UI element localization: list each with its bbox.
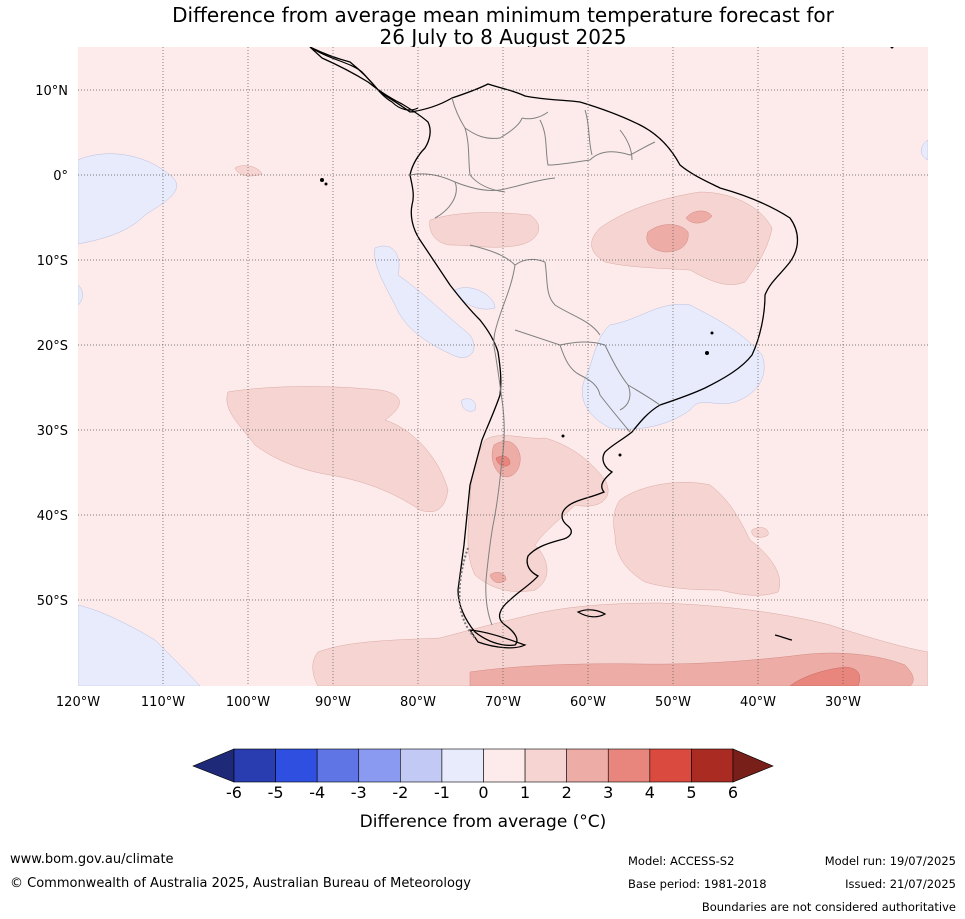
title-line-2: 26 July to 8 August 2025: [379, 25, 627, 49]
colorbar-tick-label: 5: [686, 783, 696, 802]
lon-label: 110°W: [141, 695, 185, 710]
footer-url[interactable]: www.bom.gov.au/climate: [10, 852, 174, 867]
footer-disclaimer: Boundaries are not considered authoritat…: [701, 900, 956, 914]
colorbar-extend-high: [732, 748, 774, 783]
anomaly-area-neg-east-edge: [921, 139, 928, 161]
tierra-del-fuego: [468, 629, 527, 649]
lat-label: 50°S: [37, 594, 68, 609]
anomaly-area-neg-se-pacific: [78, 604, 201, 686]
title-line-1: Difference from average mean minimum tem…: [172, 3, 834, 27]
anomaly-area-neg-peru-coast: [374, 245, 475, 358]
footer-model: Model: ACCESS-S2: [628, 854, 735, 868]
footer-model-run: Model run: 19/07/2025: [824, 854, 956, 868]
lon-label: 80°W: [400, 695, 436, 710]
colorbar-title: Difference from average (°C): [360, 812, 607, 832]
anomaly-area-1-2-pacific-central: [226, 386, 449, 513]
colorbar-tick-label: 3: [603, 783, 613, 802]
colorbar-cell: [358, 748, 401, 783]
anomaly-area-2-3-south: [469, 652, 914, 686]
lon-label: 30°W: [825, 695, 861, 710]
graticule: [78, 47, 928, 686]
colorbar-tick-label: 6: [728, 783, 738, 802]
anomaly-area-2-3-ne-brazil: [646, 224, 689, 253]
lat-label: 30°S: [37, 424, 68, 439]
anomaly-contours: [78, 47, 928, 686]
anomaly-area-neg-pacific-small: [461, 398, 476, 412]
lon-label: 90°W: [315, 695, 351, 710]
anomaly-area-1-2-south-atlantic: [613, 482, 780, 596]
anomaly-area-neg-brazil: [582, 303, 765, 430]
colorbar-tick-label: 0: [478, 783, 488, 802]
lon-label: 60°W: [570, 695, 606, 710]
anomaly-area-neg-eq-pacific: [78, 153, 177, 245]
colorbar-tick-label: -3: [351, 783, 367, 802]
colorbar-tick-label: -1: [434, 783, 450, 802]
footer-copyright: © Commonwealth of Australia 2025, Austra…: [10, 876, 471, 891]
south-america-coastline: [309, 47, 799, 646]
anomaly-area-1-2-small-pacific: [234, 165, 263, 177]
colorbar-cell: [275, 748, 318, 783]
colorbar-cell: [566, 748, 609, 783]
colorbar-tick-label: -4: [309, 783, 325, 802]
lon-label: 100°W: [226, 695, 270, 710]
colorbar-cell: [233, 748, 276, 783]
footer-base-period: Base period: 1981-2018: [628, 877, 767, 891]
country-boundaries: [409, 97, 661, 626]
colorbar-cells: [233, 748, 734, 783]
colorbar-cell: [316, 748, 360, 783]
lon-label: 70°W: [485, 695, 521, 710]
colorbar-tick-label: -2: [392, 783, 408, 802]
lat-label: 20°S: [37, 339, 68, 354]
colorbar-cell: [483, 748, 526, 783]
lon-label: 50°W: [655, 695, 691, 710]
colorbar-tick-label: 1: [520, 783, 530, 802]
colorbar-cell: [441, 748, 484, 783]
anomaly-area-2-3-patagonia: [489, 572, 507, 583]
colorbar-cell: [691, 748, 734, 783]
lat-label: 0°: [53, 169, 68, 184]
anomaly-area-2-3-ne-brazil-small: [685, 210, 713, 224]
colorbar-cell: [400, 748, 443, 783]
colorbar: -6 -5 -4 -3 -2 -1 0 1 2 3 4 5 6 Difference from aver…: [192, 748, 774, 832]
colorbar-cell: [524, 748, 567, 783]
lat-label: 40°S: [37, 509, 68, 524]
south-georgia: [774, 634, 793, 641]
colorbar-ticks: -6 -5 -4 -3 -2 -1 0 1 2 3 4 5 6: [226, 783, 738, 802]
falkland-islands: [576, 609, 607, 618]
colorbar-tick-label: -5: [268, 783, 284, 802]
small-islands: [320, 47, 894, 457]
colorbar-cell: [649, 748, 692, 783]
colorbar-extend-low: [192, 748, 235, 783]
colorbar-tick-label: -6: [226, 783, 242, 802]
longitude-labels: 120°W 110°W 100°W 90°W 80°W 70°W 60°W 50…: [56, 695, 861, 710]
footer-issued: Issued: 21/07/2025: [845, 877, 956, 891]
chart-title: Difference from average mean minimum tem…: [78, 4, 928, 48]
anomaly-area-neg-bolivia: [454, 287, 496, 310]
lon-label: 120°W: [56, 695, 100, 710]
chilean-fjords: [458, 547, 476, 639]
lat-label: 10°N: [35, 84, 68, 99]
anomaly-area-3-4-south: [789, 666, 861, 686]
anomaly-area-1-2-peru: [429, 212, 539, 248]
anomaly-area-1-2-small-atlantic: [751, 527, 769, 538]
lat-label: 10°S: [37, 254, 68, 269]
anomaly-area-neg-west-small: [78, 284, 83, 306]
lon-label: 40°W: [740, 695, 776, 710]
latitude-labels: 10°N 0° 10°S 20°S 30°S 40°S 50°S: [35, 84, 68, 609]
central-america-coast: [309, 47, 419, 111]
colorbar-tick-label: 4: [645, 783, 655, 802]
colorbar-tick-label: 2: [562, 783, 572, 802]
colorbar-cell: [607, 748, 651, 783]
